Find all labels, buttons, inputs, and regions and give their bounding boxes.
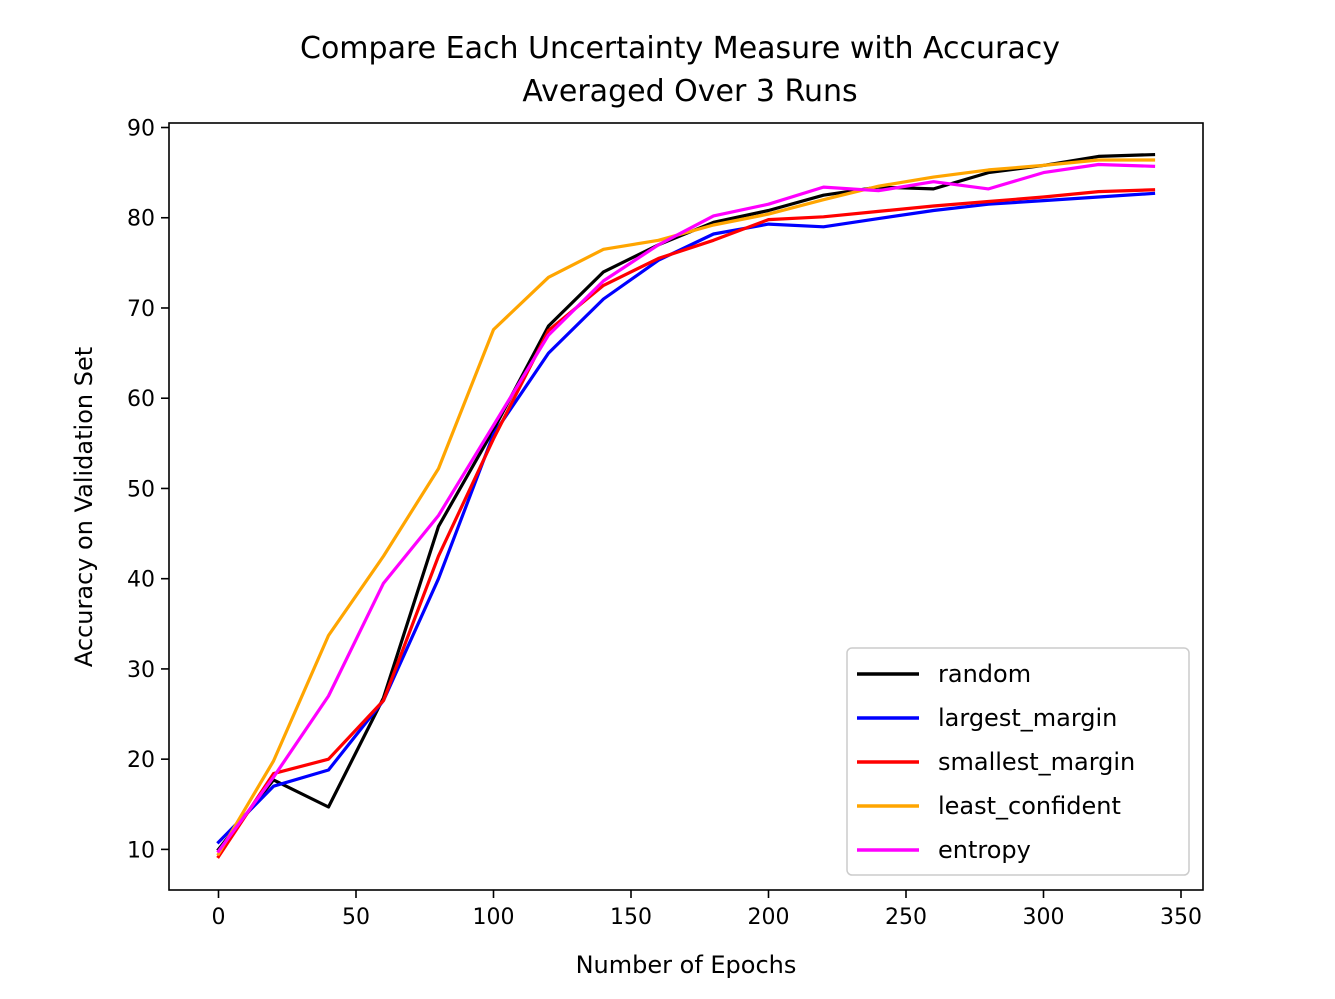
legend-label: least_confident — [938, 792, 1121, 820]
legend-label: random — [938, 660, 1031, 688]
legend-label: smallest_margin — [938, 748, 1135, 776]
x-axis-label: Number of Epochs — [576, 951, 797, 979]
x-tick-label: 0 — [212, 905, 226, 930]
x-tick-label: 200 — [748, 905, 790, 930]
y-tick-label: 40 — [127, 568, 155, 593]
x-tick-label: 150 — [610, 905, 652, 930]
legend-label: entropy — [938, 836, 1031, 864]
series-line-smallest-margin — [216, 188, 1156, 859]
x-tick-label: 300 — [1023, 905, 1065, 930]
y-tick-label: 50 — [127, 477, 155, 502]
legend-box — [846, 647, 1190, 876]
plot-frame — [168, 122, 1204, 891]
plot-area: 0 50 100 150 200 250 300 350 10 20 30 40 50 60 70 80 90 — [127, 117, 1204, 930]
y-tick-label: 90 — [127, 117, 155, 142]
x-tick-label: 50 — [342, 905, 370, 930]
tick-layer: 0 50 100 150 200 250 300 350 10 20 30 40 50 60 70 80 90 — [127, 117, 1202, 930]
series-line-least-confident — [216, 158, 1156, 857]
y-tick-label: 60 — [127, 387, 155, 412]
legend-label: largest_margin — [938, 704, 1117, 732]
y-tick-label: 30 — [127, 658, 155, 683]
y-tick-label: 70 — [127, 297, 155, 322]
series-layer — [216, 152, 1156, 859]
y-axis-label: Accuracy on Validation Set — [70, 347, 98, 667]
chart-title: Compare Each Uncertainty Measure with Ac… — [300, 31, 1060, 66]
chart-subtitle: Averaged Over 3 Runs — [522, 74, 857, 109]
y-tick-label: 20 — [127, 748, 155, 773]
legend: random largest_margin smallest_marginleast… — [846, 647, 1190, 876]
y-tick-label: 80 — [127, 207, 155, 232]
x-tick-label: 100 — [473, 905, 515, 930]
y-tick-label: 10 — [127, 838, 155, 863]
series-line-entropy — [216, 162, 1156, 854]
x-tick-label: 250 — [885, 905, 927, 930]
x-tick-label: 350 — [1160, 905, 1202, 930]
